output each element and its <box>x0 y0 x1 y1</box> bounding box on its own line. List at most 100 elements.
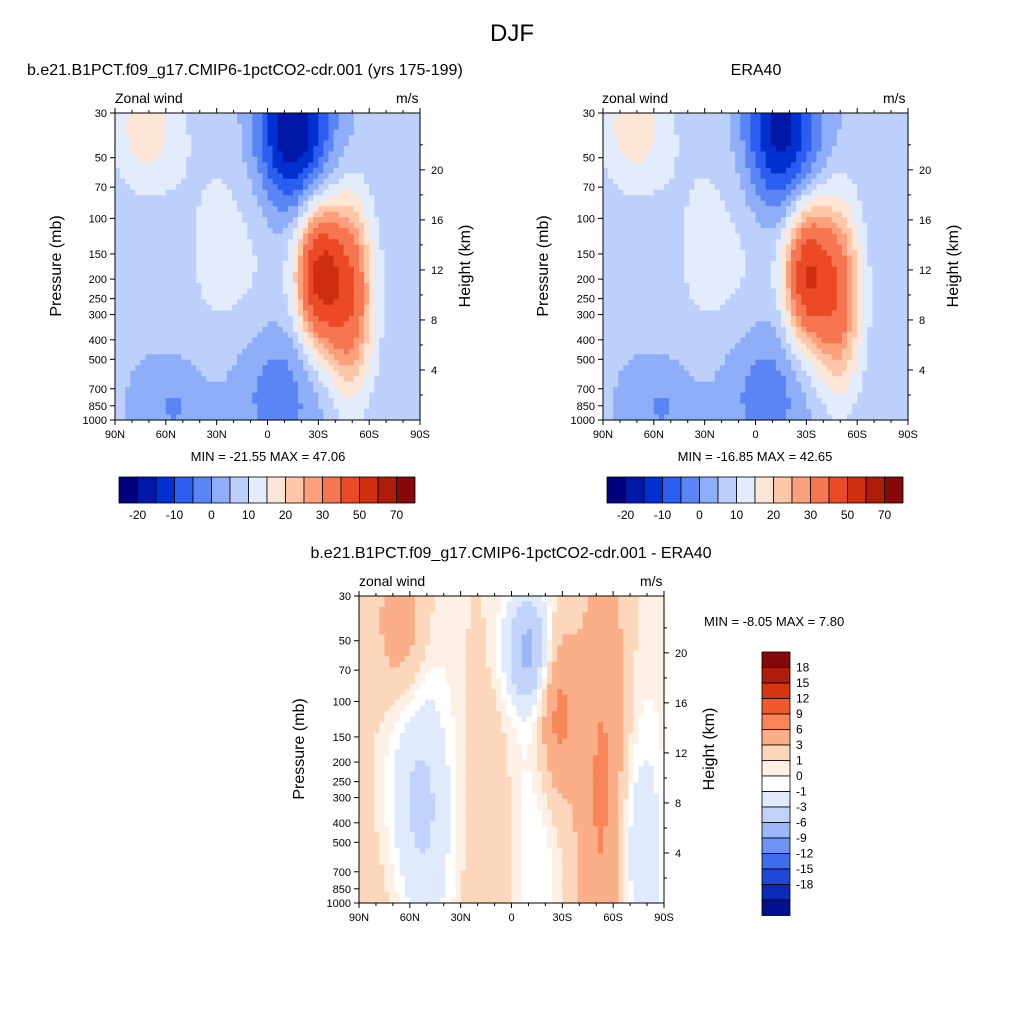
field-cell <box>277 255 284 262</box>
field-cell <box>643 195 650 202</box>
field-cell <box>140 195 147 202</box>
field-cell <box>130 151 136 158</box>
field-cell <box>191 233 197 240</box>
field-cell <box>404 217 411 224</box>
field-cell <box>170 304 177 311</box>
field-cell <box>277 118 284 125</box>
field-cell <box>282 271 289 279</box>
field-cell <box>603 151 609 158</box>
field-cell <box>318 173 325 180</box>
field-cell <box>201 321 208 328</box>
field-cell <box>165 348 172 355</box>
field-cell <box>725 365 731 372</box>
field-cell <box>196 167 203 174</box>
field-cell <box>125 261 131 268</box>
field-cell <box>140 118 147 125</box>
field-cell <box>353 261 360 268</box>
field-cell <box>201 337 208 344</box>
field-cell <box>277 370 284 377</box>
field-cell <box>226 151 233 158</box>
field-cell <box>689 189 696 196</box>
field-cell <box>287 261 294 268</box>
field-cell <box>221 332 228 339</box>
field-cell <box>725 118 731 125</box>
field-cell <box>231 167 238 174</box>
field-cell <box>669 140 675 147</box>
field-cell <box>633 233 640 240</box>
field-cell <box>379 381 386 388</box>
field-cell <box>303 129 309 136</box>
field-cell <box>125 239 131 246</box>
field-cell <box>176 162 182 169</box>
field-cell <box>699 310 706 317</box>
field-cell <box>125 398 131 405</box>
field-cell <box>719 228 726 235</box>
field-cell <box>679 206 685 213</box>
field-cell <box>694 134 701 142</box>
field-cell <box>115 261 121 268</box>
field-cell <box>379 233 386 240</box>
field-cell <box>242 200 248 207</box>
field-cell <box>714 167 721 174</box>
field-cell <box>145 195 152 202</box>
field-cell <box>115 173 121 180</box>
field-cell <box>689 359 696 366</box>
field-cell <box>257 392 264 399</box>
field-cell <box>394 304 401 311</box>
field-cell <box>338 376 345 383</box>
field-cell <box>689 123 696 131</box>
field-cell <box>633 217 640 224</box>
field-cell <box>206 332 213 339</box>
field-cell <box>257 233 264 240</box>
field-cell <box>628 266 635 273</box>
field-cell <box>125 228 131 235</box>
field-cell <box>653 129 660 136</box>
field-cell <box>664 343 670 350</box>
field-cell <box>181 151 187 158</box>
field-cell <box>404 266 411 273</box>
field-cell <box>714 255 721 262</box>
field-cell <box>140 184 147 191</box>
field-cell <box>608 326 614 333</box>
field-cell <box>262 184 269 191</box>
field-cell <box>155 348 162 355</box>
field-cell <box>262 376 269 383</box>
field-cell <box>277 398 284 405</box>
field-cell <box>389 113 396 120</box>
field-cell <box>277 140 284 147</box>
field-cell <box>277 326 284 333</box>
field-cell <box>343 365 350 372</box>
x-tick-label: 0 <box>264 429 270 441</box>
field-cell <box>348 222 355 229</box>
field-cell <box>399 409 406 416</box>
field-cell <box>343 321 350 328</box>
field-cell <box>201 162 208 169</box>
field-cell <box>323 195 330 202</box>
field-cell <box>155 178 162 185</box>
field-cell <box>155 189 162 196</box>
field-cell <box>394 167 401 174</box>
field-cell <box>125 332 131 339</box>
field-cell <box>247 337 253 344</box>
field-cell <box>674 189 680 196</box>
field-cell <box>608 288 614 295</box>
field-cell <box>730 310 736 317</box>
field-cell <box>374 370 380 377</box>
field-cell <box>242 134 248 142</box>
field-cell <box>145 409 152 416</box>
field-cell <box>653 228 660 235</box>
field-cell <box>176 140 182 147</box>
field-cell <box>618 151 624 158</box>
field-cell <box>689 195 696 202</box>
field-cell <box>303 277 309 284</box>
field-cell <box>725 217 731 224</box>
field-cell <box>353 348 360 355</box>
field-cell <box>206 200 213 207</box>
field-cell <box>613 321 619 328</box>
field-cell <box>664 200 670 207</box>
field-cell <box>145 376 152 383</box>
field-cell <box>343 293 350 300</box>
field-cell <box>623 365 630 372</box>
field-cell <box>242 162 248 169</box>
field-cell <box>409 195 416 202</box>
